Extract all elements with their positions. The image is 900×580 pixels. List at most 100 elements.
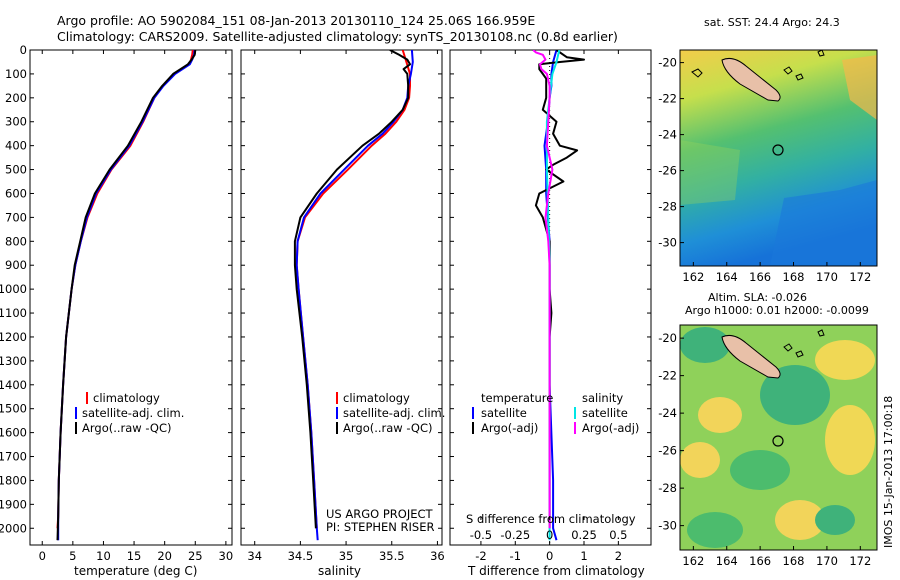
legend-satellite: satellite-adj. clim. (82, 406, 184, 420)
sla-map-frame (679, 324, 878, 551)
depth-tick-label: 300 (5, 115, 27, 129)
profile-location-marker (772, 435, 784, 447)
x-tick-label: 10 (96, 549, 111, 563)
sla-map-y-tick-label: -24 (658, 406, 677, 420)
sst-map-frame (679, 49, 878, 267)
legend-temperature-head: temperature (481, 391, 553, 405)
legend-s-argo: Argo(-adj) (582, 421, 639, 435)
legend-climatology: climatology (343, 391, 410, 405)
x-tick-label: 34.5 (288, 549, 314, 563)
sla-map-x-tick-label: 168 (783, 554, 805, 568)
series-argo-raw-qc- (56, 50, 197, 541)
x-tick-label: 34 (247, 549, 262, 563)
sla-map-y-tick-label: -26 (658, 444, 677, 458)
sst-map-x-tick-label: 168 (783, 270, 805, 284)
x-tick-label: 0 (39, 549, 46, 563)
difference-panel: -2 -1 0 1 2 -0.5 -0.25 0 0.25 0.5 S difference f… (449, 49, 652, 578)
sst-map-x-tick-label: 166 (749, 270, 771, 284)
x-tick-label: 5 (69, 549, 76, 563)
depth-tick-label: 1500 (0, 402, 27, 416)
series-argo-raw-qc- (293, 50, 411, 529)
legend-argo: Argo(..raw -QC) (82, 421, 172, 435)
depth-tick-label: 1400 (0, 378, 27, 392)
sst-map-x-tick-label: 164 (716, 270, 738, 284)
sst-map: 162 164 166 168 170 172 -20 -22 -24 -26 -28 -30 (658, 49, 878, 284)
sst-map-x-tick-label: 162 (682, 270, 704, 284)
sst-map-title: sat. SST: 24.4 Argo: 24.3 (704, 16, 840, 29)
sst-map-y-tick-label: -20 (658, 56, 677, 70)
sst-map-y-tick-label: -30 (658, 236, 677, 250)
sla-map-x-tick-label: 172 (849, 554, 871, 568)
series-temperature-argo-adj- (534, 50, 585, 529)
depth-tick-label: 1000 (0, 282, 27, 296)
depth-tick-label: 0 (20, 43, 27, 57)
sla-map-title: Altim. SLA: -0.026 (708, 291, 808, 304)
s-tick-label: 0.25 (571, 528, 597, 542)
sst-map-x-tick-label: 172 (849, 270, 871, 284)
sst-map-y-tick-label: -28 (658, 200, 677, 214)
sla-map-x-tick-label: 162 (682, 554, 704, 568)
x-tick-label: -1 (510, 549, 521, 563)
x-tick-label: 30 (219, 549, 234, 563)
x-tick-label: 35 (339, 549, 354, 563)
new-caledonia-land (721, 335, 781, 379)
depth-tick-label: 500 (5, 163, 27, 177)
x-tick-label: 20 (157, 549, 172, 563)
salinity-legend: climatology satellite-adj. clim. Argo(..… (336, 391, 445, 435)
project-annotation: US ARGO PROJECT (326, 507, 434, 521)
difference-legend: temperature satellite Argo(-adj) salinit… (472, 391, 639, 435)
legend-salinity-head: salinity (582, 391, 623, 405)
profile-title: Argo profile: AO 5902084_151 08-Jan-2013… (57, 13, 536, 28)
depth-tick-label: 1700 (0, 450, 27, 464)
sst-map-x-tick-label: 170 (816, 270, 838, 284)
sla-map-y-tick-label: -20 (658, 331, 677, 345)
temperature-xlabel: temperature (deg C) (74, 564, 197, 578)
x-tick-label: 36 (430, 549, 445, 563)
depth-tick-label: 1300 (0, 354, 27, 368)
depth-tick-label: 900 (5, 258, 27, 272)
depth-tick-label: 1800 (0, 473, 27, 487)
legend-climatology: climatology (93, 391, 160, 405)
sla-map-x-tick-label: 170 (816, 554, 838, 568)
profile-location-marker (772, 144, 784, 156)
x-tick-label: 35.5 (379, 549, 405, 563)
depth-tick-label: 1100 (0, 306, 27, 320)
depth-tick-label: 200 (5, 91, 27, 105)
legend-t-satellite: satellite (481, 406, 527, 420)
x-tick-label: 2 (615, 549, 622, 563)
legend-argo: Argo(..raw -QC) (343, 421, 433, 435)
x-tick-label: 1 (580, 549, 587, 563)
salinity-frame (240, 49, 443, 546)
depth-tick-label: 400 (5, 139, 27, 153)
x-tick-label: 0 (546, 549, 553, 563)
sst-map-y-tick-label: -22 (658, 92, 677, 106)
salinity-panel: 34 34.5 35 35.5 36 salinity climatology sate… (240, 49, 445, 578)
series-salinity-argo-adj- (532, 50, 554, 529)
depth-tick-label: 1600 (0, 426, 27, 440)
salinity-xlabel: salinity (318, 564, 361, 578)
depth-tick-label: 2000 (0, 521, 27, 535)
t-diff-xlabel: T difference from climatology (467, 564, 645, 578)
depth-tick-label: 1900 (0, 497, 27, 511)
depth-tick-label: 700 (5, 210, 27, 224)
x-tick-label: 25 (188, 549, 203, 563)
sla-map-x-tick-label: 166 (749, 554, 771, 568)
sla-map-y-tick-label: -22 (658, 369, 677, 383)
sst-map-y-tick-label: -24 (658, 128, 677, 142)
s-tick-label: -0.5 (470, 528, 492, 542)
depth-tick-label: 1200 (0, 330, 27, 344)
s-tick-label: 0.5 (609, 528, 627, 542)
legend-satellite: satellite-adj. clim. (343, 406, 445, 420)
x-tick-label: 15 (127, 549, 142, 563)
legend-s-satellite: satellite (582, 406, 628, 420)
s-tick-label: 0 (546, 528, 553, 542)
x-tick-label: -2 (475, 549, 486, 563)
sla-map-x-tick-label: 164 (716, 554, 738, 568)
sst-map-y-tick-label: -26 (658, 164, 677, 178)
s-diff-xlabel: S difference from climatology (466, 512, 636, 526)
depth-tick-label: 600 (5, 186, 27, 200)
sla-map-y-tick-label: -30 (658, 519, 677, 533)
s-tick-label: -0.25 (500, 528, 530, 542)
temperature-frame (29, 49, 233, 546)
